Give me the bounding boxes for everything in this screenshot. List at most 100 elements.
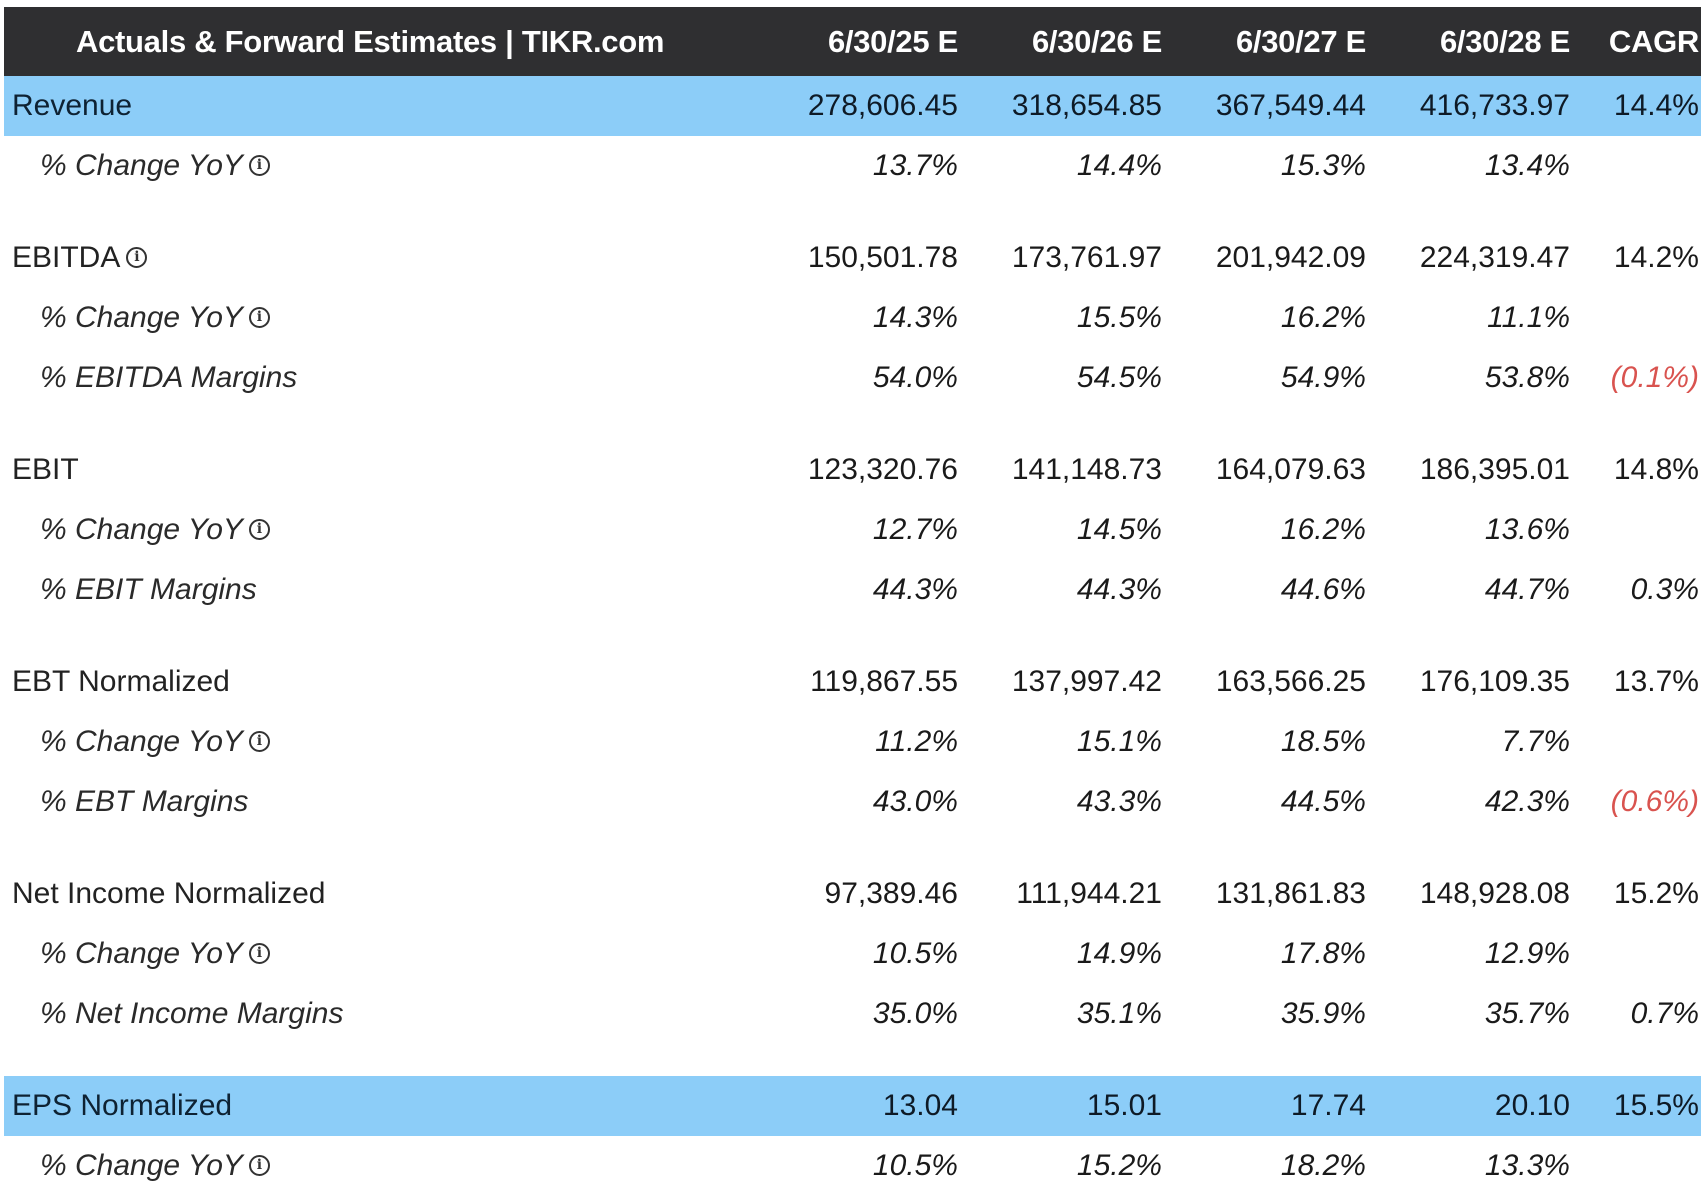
row-label: % Change YoY i: [40, 500, 270, 560]
table-row-ebit: EBIT 123,320.76 141,148.73 164,079.63 18…: [4, 440, 1701, 500]
cell: 119,867.55: [810, 665, 958, 698]
cell: 11.2%: [875, 725, 958, 758]
row-label: % Change YoY i: [40, 288, 270, 348]
table-row-ebt-change: % Change YoY i 11.2% 15.1% 18.5% 7.7%: [4, 712, 1701, 772]
cagr-cell: 0.3%: [1630, 573, 1699, 606]
info-icon[interactable]: i: [248, 1154, 270, 1176]
cell: 13.3%: [1484, 1149, 1570, 1182]
row-label: % EBITDA Margins: [40, 361, 298, 394]
table-row-eps-normalized: EPS Normalized 13.04 15.01 17.74 20.10 1…: [4, 1076, 1701, 1136]
cell: 44.3%: [1076, 573, 1162, 606]
row-label: % Change YoY i: [40, 136, 270, 196]
table-row-net-income-margins: % Net Income Margins 35.0% 35.1% 35.9% 3…: [4, 984, 1701, 1044]
cell: 18.2%: [1280, 1149, 1366, 1182]
table-row-ebt-margins: % EBT Margins 43.0% 43.3% 44.5% 42.3% (0…: [4, 772, 1701, 832]
table-row-ebitda-change: % Change YoY i 14.3% 15.5% 16.2% 11.1%: [4, 288, 1701, 348]
cell: 163,566.25: [1215, 665, 1366, 698]
cell: 123,320.76: [807, 453, 958, 486]
cell: 15.3%: [1280, 149, 1366, 182]
table-row-revenue: Revenue 278,606.45 318,654.85 367,549.44…: [4, 76, 1701, 136]
cagr-cell: 0.7%: [1630, 997, 1699, 1030]
table-row-net-income-normalized: Net Income Normalized 97,389.46 111,944.…: [4, 864, 1701, 924]
cell: 13.04: [882, 1089, 958, 1122]
estimates-table: Actuals & Forward Estimates | TIKR.com 6…: [4, 7, 1701, 1196]
cell: 13.4%: [1484, 149, 1570, 182]
cell: 16.2%: [1280, 513, 1366, 546]
info-icon[interactable]: i: [248, 942, 270, 964]
cell: 44.3%: [872, 573, 958, 606]
cell: 14.3%: [872, 301, 958, 334]
info-icon[interactable]: i: [248, 306, 270, 328]
table-row-eps-change: % Change YoY i 10.5% 15.2% 18.2% 13.3%: [4, 1136, 1701, 1196]
info-icon[interactable]: i: [248, 518, 270, 540]
cell: 44.5%: [1280, 785, 1366, 818]
cell: 13.6%: [1484, 513, 1570, 546]
cell: 176,109.35: [1419, 665, 1570, 698]
cell: 54.5%: [1076, 361, 1162, 394]
cell: 44.6%: [1280, 573, 1366, 606]
cell: 14.5%: [1076, 513, 1162, 546]
cell: 7.7%: [1501, 725, 1570, 758]
cagr-cell: 14.8%: [1613, 453, 1699, 486]
cell: 54.9%: [1280, 361, 1366, 394]
column-header: 6/30/27 E: [1235, 24, 1366, 59]
row-label: Net Income Normalized: [12, 877, 326, 910]
row-label: EBIT: [12, 453, 79, 486]
info-icon[interactable]: i: [248, 730, 270, 752]
cagr-cell: 13.7%: [1613, 665, 1699, 698]
cell: 278,606.45: [807, 89, 958, 122]
info-icon[interactable]: i: [126, 246, 148, 268]
table-row-ebt-normalized: EBT Normalized 119,867.55 137,997.42 163…: [4, 652, 1701, 712]
column-header-cagr: CAGR: [1608, 24, 1699, 59]
table-row-ebit-margins: % EBIT Margins 44.3% 44.3% 44.6% 44.7% 0…: [4, 560, 1701, 620]
cell: 42.3%: [1484, 785, 1570, 818]
cell: 141,148.73: [1011, 453, 1162, 486]
column-header: 6/30/28 E: [1439, 24, 1570, 59]
cell: 35.7%: [1484, 997, 1570, 1030]
cell: 131,861.83: [1215, 877, 1366, 910]
row-label: % EBIT Margins: [40, 573, 257, 606]
table-row-net-income-change: % Change YoY i 10.5% 14.9% 17.8% 12.9%: [4, 924, 1701, 984]
row-label: Revenue: [12, 89, 133, 122]
cell: 318,654.85: [1011, 89, 1162, 122]
cagr-cell-negative: (0.1%): [1610, 361, 1699, 394]
cell: 35.9%: [1280, 997, 1366, 1030]
cell: 186,395.01: [1419, 453, 1570, 486]
table-title: Actuals & Forward Estimates | TIKR.com: [76, 24, 665, 59]
row-label: % EBT Margins: [40, 785, 249, 818]
cell: 11.1%: [1487, 301, 1570, 334]
info-icon[interactable]: i: [248, 154, 270, 176]
cell: 10.5%: [872, 1149, 958, 1182]
cell: 173,761.97: [1011, 241, 1162, 274]
cell: 53.8%: [1484, 361, 1570, 394]
row-label: % Change YoY i: [40, 712, 270, 772]
cell: 44.7%: [1484, 573, 1570, 606]
cell: 15.01: [1086, 1089, 1162, 1122]
cagr-cell: 14.4%: [1613, 89, 1699, 122]
row-label: % Net Income Margins: [40, 997, 344, 1030]
row-label: EBT Normalized: [12, 665, 230, 698]
cell: 43.0%: [872, 785, 958, 818]
cell: 15.5%: [1076, 301, 1162, 334]
cell: 17.8%: [1280, 937, 1366, 970]
cell: 35.1%: [1076, 997, 1162, 1030]
table-row-revenue-change: % Change YoY i 13.7% 14.4% 15.3% 13.4%: [4, 136, 1701, 196]
cell: 137,997.42: [1011, 665, 1162, 698]
cell: 150,501.78: [807, 241, 958, 274]
column-header: 6/30/25 E: [827, 24, 958, 59]
cell: 54.0%: [872, 361, 958, 394]
cell: 35.0%: [872, 997, 958, 1030]
cell: 17.74: [1290, 1089, 1366, 1122]
cagr-cell-negative: (0.6%): [1610, 785, 1699, 818]
cell: 97,389.46: [824, 877, 958, 910]
cagr-cell: 14.2%: [1613, 241, 1699, 274]
cell: 367,549.44: [1215, 89, 1366, 122]
table-header: Actuals & Forward Estimates | TIKR.com 6…: [4, 7, 1701, 76]
row-label: % Change YoY i: [40, 1136, 270, 1196]
cell: 416,733.97: [1419, 89, 1570, 122]
table-row-ebit-change: % Change YoY i 12.7% 14.5% 16.2% 13.6%: [4, 500, 1701, 560]
row-label: % Change YoY i: [40, 924, 270, 984]
cell: 18.5%: [1280, 725, 1366, 758]
cell: 14.4%: [1076, 149, 1162, 182]
cell: 15.2%: [1076, 1149, 1162, 1182]
